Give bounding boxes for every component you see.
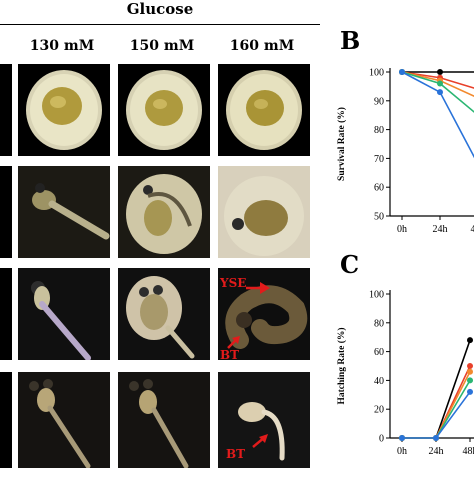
survival-series-line-4 xyxy=(402,72,474,164)
hatching-ytick-label-3: 60 xyxy=(374,347,384,358)
photo-partial-row-2 xyxy=(0,166,12,258)
chart-survival: 50 60 70 80 90 100 0h 24h 48h Survival Rate (%) xyxy=(330,60,474,264)
hatching-xtick-label-0: 0h xyxy=(397,446,407,457)
annotation-bt-bottom: BT xyxy=(226,447,245,461)
survival-ytick-label-2: 70 xyxy=(374,154,384,165)
hatching-point-2-2 xyxy=(467,369,473,375)
column-header-3: 160 mM xyxy=(222,38,302,54)
survival-ytick-label-1: 60 xyxy=(374,183,384,194)
survival-xtick-label-0: 0h xyxy=(397,224,407,235)
survival-ytick-label-5: 100 xyxy=(369,68,384,79)
hatching-xtick-label-1: 24h xyxy=(429,446,444,457)
survival-ytick-label-3: 80 xyxy=(374,125,384,136)
photo-embryo-150mm-row2 xyxy=(118,166,210,258)
survival-xtick-label-2: 48h xyxy=(471,224,474,235)
hatching-ytick-label-0: 0 xyxy=(379,434,384,445)
photo-egg-150mm xyxy=(118,64,210,156)
survival-xtick-label-1: 24h xyxy=(433,224,448,235)
annotation-yse: YSE xyxy=(220,276,246,290)
photo-egg-130mm xyxy=(18,64,110,156)
photo-embryo-160mm-row2 xyxy=(218,166,310,258)
hatching-point-4-1 xyxy=(433,435,439,441)
hatching-point-1-2 xyxy=(467,363,473,369)
photo-larva-130mm-row4 xyxy=(18,372,110,468)
hatching-series-line-1 xyxy=(402,366,470,438)
photo-egg-160mm xyxy=(218,64,310,156)
annotation-bt-top: BT xyxy=(220,348,239,362)
survival-ytick-label-4: 90 xyxy=(374,96,384,107)
hatching-point-3-2 xyxy=(467,377,473,383)
survival-ylabel: Survival Rate (%) xyxy=(336,107,347,181)
survival-point-4-0 xyxy=(399,69,405,75)
hatching-point-4-0 xyxy=(399,435,405,441)
survival-ytick-label-0: 50 xyxy=(374,212,384,223)
photo-larva-130mm-row3 xyxy=(18,268,110,360)
hatching-point-0-2 xyxy=(467,337,473,343)
hatching-ytick-label-1: 20 xyxy=(374,405,384,416)
survival-point-0-1 xyxy=(437,69,443,75)
panel-label-b: B xyxy=(340,26,360,55)
chart-hatching: 0 20 40 60 80 100 0h 24h 48h Hatching Rate (%) xyxy=(330,284,474,478)
survival-point-3-1 xyxy=(437,81,443,87)
column-header-1: 130 mM xyxy=(22,38,102,54)
column-header-2: 150 mM xyxy=(122,38,202,54)
arrow-yse-icon xyxy=(246,280,270,299)
photo-larva-150mm-row4 xyxy=(118,372,210,468)
photo-larva-130mm-row2 xyxy=(18,166,110,258)
hatching-ytick-label-4: 80 xyxy=(374,318,384,329)
hatching-ylabel: Hatching Rate (%) xyxy=(336,327,347,404)
hatching-point-4-2 xyxy=(467,389,473,395)
arrow-bt-bottom-icon xyxy=(250,432,270,454)
hatching-xtick-label-2: 48h xyxy=(463,446,474,457)
hatching-ytick-label-5: 100 xyxy=(369,290,384,301)
photo-partial-row-3 xyxy=(0,268,12,360)
survival-point-4-1 xyxy=(437,89,443,95)
panel-title: Glucose xyxy=(0,0,320,18)
photo-embryo-150mm-row3 xyxy=(118,268,210,360)
header-divider xyxy=(0,24,320,25)
photo-partial-row-1 xyxy=(0,64,12,156)
photo-partial-row-4 xyxy=(0,372,12,468)
hatching-ytick-label-2: 40 xyxy=(374,376,384,387)
